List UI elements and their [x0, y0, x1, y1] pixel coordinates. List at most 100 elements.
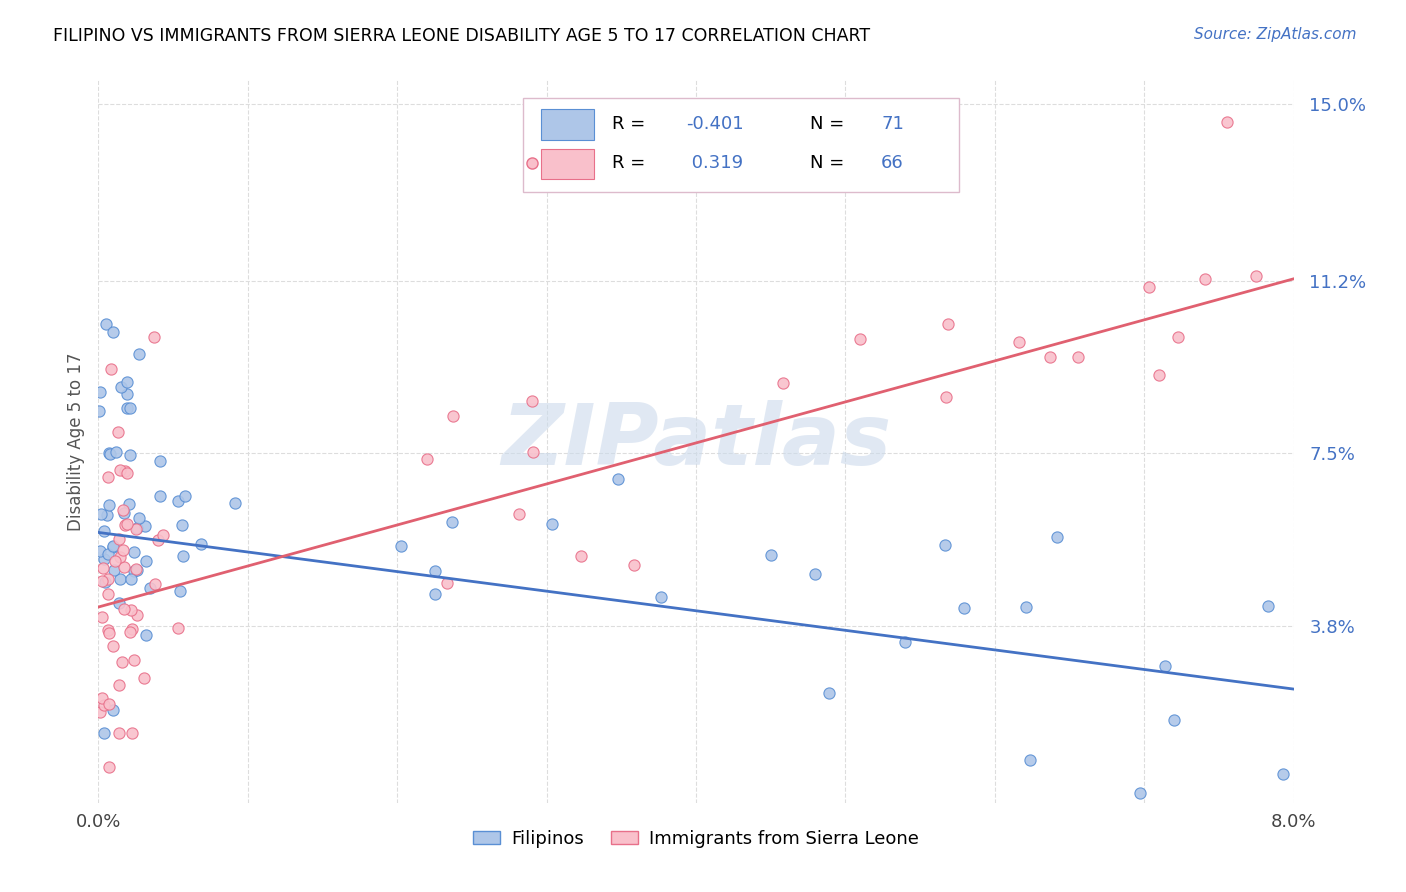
Text: -0.401: -0.401 — [686, 115, 744, 133]
Point — [190, 537, 212, 551]
Point — [112, 503, 135, 517]
Point — [935, 390, 957, 404]
Point — [436, 576, 458, 591]
Point — [101, 325, 124, 339]
Point — [112, 507, 135, 521]
Text: FILIPINO VS IMMIGRANTS FROM SIERRA LEONE DISABILITY AGE 5 TO 17 CORRELATION CHAR: FILIPINO VS IMMIGRANTS FROM SIERRA LEONE… — [53, 27, 870, 45]
Point — [122, 653, 145, 667]
Point — [120, 572, 142, 586]
FancyBboxPatch shape — [523, 98, 959, 193]
Point — [1194, 272, 1216, 286]
Point — [152, 528, 174, 542]
Text: N =: N = — [810, 154, 849, 172]
Point — [128, 347, 150, 361]
Point — [1257, 599, 1279, 614]
Point — [146, 533, 169, 547]
Point — [894, 635, 917, 649]
Point — [166, 494, 188, 508]
Point — [111, 542, 134, 557]
Point — [93, 524, 115, 539]
Point — [97, 698, 120, 712]
Point — [97, 626, 120, 640]
FancyBboxPatch shape — [541, 149, 595, 179]
Point — [115, 386, 138, 401]
Point — [848, 332, 870, 346]
Point — [101, 539, 124, 553]
Point — [107, 596, 129, 610]
Point — [89, 385, 111, 400]
Point — [118, 625, 141, 640]
Point — [105, 445, 128, 459]
Point — [96, 572, 118, 586]
Point — [508, 507, 530, 521]
Point — [115, 467, 138, 481]
Point — [650, 590, 672, 604]
Point — [91, 574, 114, 588]
Text: 66: 66 — [882, 154, 904, 172]
FancyBboxPatch shape — [541, 109, 595, 139]
Point — [423, 564, 446, 578]
Point — [101, 540, 124, 554]
Legend: Filipinos, Immigrants from Sierra Leone: Filipinos, Immigrants from Sierra Leone — [465, 822, 927, 855]
Point — [135, 628, 157, 642]
Point — [1129, 787, 1152, 801]
Point — [1039, 350, 1062, 364]
Point — [128, 511, 150, 525]
Point — [953, 600, 976, 615]
Point — [115, 401, 138, 415]
Point — [441, 409, 464, 423]
Point — [121, 725, 143, 739]
Point — [98, 498, 121, 512]
Point — [93, 726, 115, 740]
Point — [110, 380, 132, 394]
Point — [91, 610, 114, 624]
Point — [96, 508, 118, 522]
Point — [1163, 713, 1185, 727]
Point — [97, 547, 120, 561]
Point — [125, 562, 148, 576]
Point — [89, 404, 111, 418]
Point — [97, 760, 120, 774]
Point — [934, 538, 956, 552]
Point — [124, 545, 146, 559]
Point — [1066, 350, 1088, 364]
Point — [90, 691, 112, 706]
Point — [1271, 767, 1294, 781]
Point — [818, 686, 841, 700]
Point — [416, 451, 439, 466]
Point — [111, 655, 134, 669]
Point — [118, 401, 141, 416]
Point — [125, 523, 148, 537]
Point — [936, 317, 959, 331]
Point — [100, 361, 122, 376]
Point — [108, 532, 131, 546]
Text: ZIPatlas: ZIPatlas — [501, 400, 891, 483]
Point — [107, 425, 129, 439]
Point — [540, 517, 562, 532]
Text: 71: 71 — [882, 115, 904, 133]
Point — [90, 507, 112, 521]
Point — [135, 554, 157, 568]
Point — [143, 576, 166, 591]
Point — [134, 519, 156, 533]
Point — [167, 621, 190, 635]
Point — [121, 622, 143, 636]
Point — [97, 470, 120, 484]
Point — [98, 445, 121, 459]
Point — [1244, 268, 1267, 283]
Text: 0.319: 0.319 — [686, 154, 744, 172]
Point — [149, 453, 172, 467]
Point — [1008, 334, 1031, 349]
Point — [103, 639, 125, 653]
Point — [571, 549, 593, 563]
Point — [91, 561, 114, 575]
Point — [607, 472, 630, 486]
Point — [172, 549, 194, 563]
Text: Source: ZipAtlas.com: Source: ZipAtlas.com — [1194, 27, 1357, 42]
Point — [93, 552, 115, 566]
Point — [118, 497, 141, 511]
Point — [522, 445, 544, 459]
Point — [803, 567, 825, 582]
Point — [441, 515, 464, 529]
Point — [1147, 368, 1170, 382]
